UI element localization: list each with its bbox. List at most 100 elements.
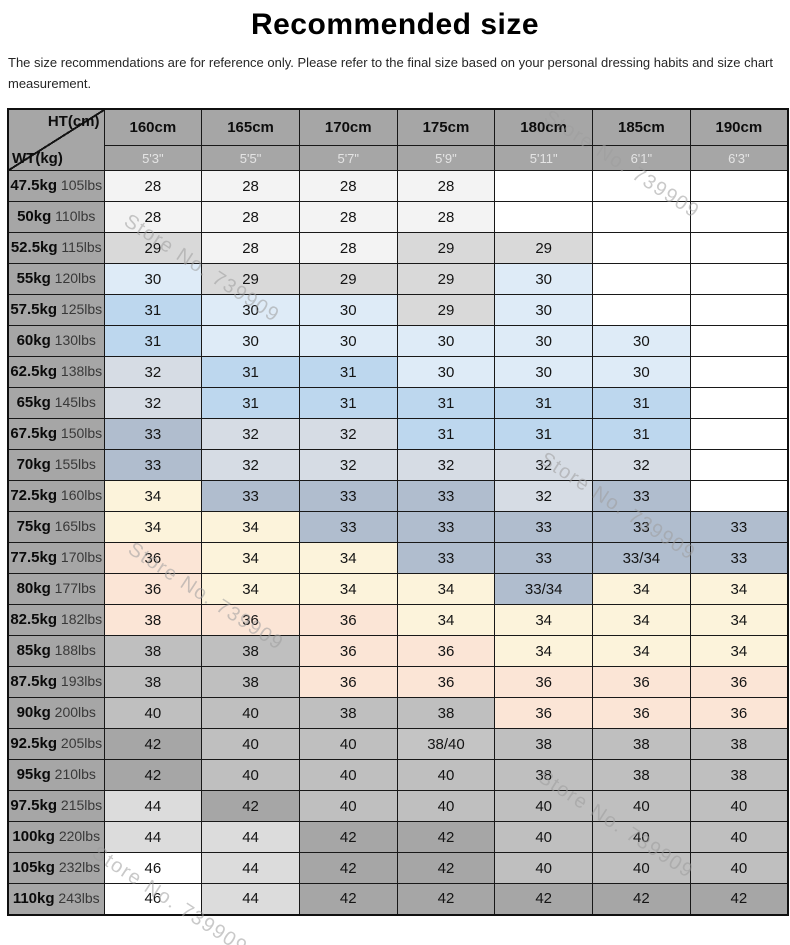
size-cell [592, 232, 691, 265]
size-cell: 46 [103, 852, 203, 885]
size-cell: 30 [201, 325, 300, 358]
size-cell: 40 [396, 790, 496, 823]
size-cell: 33 [396, 480, 496, 513]
size-cell: 40 [396, 759, 496, 792]
size-cell [494, 170, 594, 203]
weight-label: 57.5kg 125lbs [7, 294, 105, 327]
size-cell: 36 [396, 635, 496, 668]
height-subheader-6: 6'3" [689, 145, 789, 172]
size-cell: 38 [298, 697, 398, 730]
table-row: 52.5kg 115lbs 29 28 28 29 29 [7, 232, 789, 265]
size-cell: 38/40 [396, 728, 496, 761]
weight-label: 85kg 188lbs [7, 635, 105, 668]
size-cell: 29 [396, 263, 496, 296]
size-cell: 32 [298, 449, 398, 482]
size-cell: 32 [201, 449, 300, 482]
weight-label: 92.5kg 205lbs [7, 728, 105, 761]
disclaimer-text: The size recommendations are for referen… [8, 55, 774, 91]
size-chart-table: HT(cm) WT(kg) 160cm 165cm 170cm 175cm 180cm 1… [7, 107, 789, 916]
size-cell: 29 [396, 232, 496, 265]
size-cell [689, 387, 789, 420]
size-cell: 28 [103, 201, 203, 234]
size-cell: 34 [298, 573, 398, 606]
size-cell: 36 [396, 666, 496, 699]
size-cell: 30 [494, 294, 594, 327]
size-cell: 44 [201, 883, 300, 916]
size-cell: 38 [103, 635, 203, 668]
weight-label: 47.5kg 105lbs [7, 170, 105, 203]
size-cell: 34 [201, 511, 300, 544]
size-cell [689, 201, 789, 234]
size-cell: 36 [298, 604, 398, 637]
table-row: 100kg 220lbs 44 44 42 42 40 40 40 [7, 821, 789, 854]
size-cell: 40 [689, 821, 789, 854]
size-cell: 36 [201, 604, 300, 637]
table-row: 70kg 155lbs 33 32 32 32 32 32 [7, 449, 789, 482]
size-cell: 40 [592, 790, 691, 823]
weight-label: 67.5kg 150lbs [7, 418, 105, 451]
size-cell: 28 [201, 232, 300, 265]
size-cell: 31 [592, 387, 691, 420]
height-subheader-4: 5'11" [494, 145, 594, 172]
weight-label: 65kg 145lbs [7, 387, 105, 420]
size-cell: 42 [103, 728, 203, 761]
table-row: 85kg 188lbs 38 38 36 36 34 34 34 [7, 635, 789, 668]
size-cell: 33 [494, 511, 594, 544]
size-cell: 34 [103, 511, 203, 544]
size-cell: 40 [494, 821, 594, 854]
size-cell: 40 [689, 852, 789, 885]
height-subheader-3: 5'9" [396, 145, 496, 172]
size-cell: 38 [201, 635, 300, 668]
size-cell: 30 [103, 263, 203, 296]
size-cell: 30 [298, 325, 398, 358]
size-cell: 34 [201, 573, 300, 606]
height-header-180cm: 180cm [494, 108, 594, 147]
size-cell [592, 294, 691, 327]
height-subheader-2: 5'7" [298, 145, 398, 172]
table-row: 77.5kg 170lbs 36 34 34 33 33 33/34 33 [7, 542, 789, 575]
size-cell: 34 [494, 604, 594, 637]
size-cell: 36 [592, 697, 691, 730]
size-cell: 36 [689, 666, 789, 699]
height-subheader-5: 6'1" [592, 145, 691, 172]
weight-label: 77.5kg 170lbs [7, 542, 105, 575]
table-row: 62.5kg 138lbs 32 31 31 30 30 30 [7, 356, 789, 389]
size-cell: 40 [201, 728, 300, 761]
size-cell: 36 [494, 697, 594, 730]
weight-axis-label: WT(kg) [12, 150, 63, 168]
size-cell: 34 [396, 573, 496, 606]
size-cell: 40 [592, 821, 691, 854]
size-cell [689, 480, 789, 513]
size-cell: 42 [396, 883, 496, 916]
table-row: 105kg 232lbs 46 44 42 42 40 40 40 [7, 852, 789, 885]
page-title: Recommended size [250, 8, 540, 41]
table-row: 110kg 243lbs 46 44 42 42 42 42 42 [7, 883, 789, 916]
height-header-185cm: 185cm [592, 108, 691, 147]
size-cell: 31 [201, 356, 300, 389]
weight-label: 110kg 243lbs [7, 883, 105, 916]
size-cell: 40 [298, 728, 398, 761]
height-header-190cm: 190cm [689, 108, 789, 147]
size-cell: 38 [201, 666, 300, 699]
table-row: 67.5kg 150lbs 33 32 32 31 31 31 [7, 418, 789, 451]
size-cell: 33/34 [494, 573, 594, 606]
size-cell: 42 [103, 759, 203, 792]
size-cell: 38 [494, 728, 594, 761]
size-cell: 34 [201, 542, 300, 575]
size-cell: 33 [103, 418, 203, 451]
size-cell [689, 232, 789, 265]
size-cell: 32 [592, 449, 691, 482]
size-cell: 38 [103, 666, 203, 699]
size-cell: 40 [298, 759, 398, 792]
table-header: HT(cm) WT(kg) 160cm 165cm 170cm 175cm 180cm 1… [7, 108, 789, 172]
size-cell: 34 [689, 604, 789, 637]
size-cell: 29 [494, 232, 594, 265]
size-cell: 28 [298, 232, 398, 265]
size-cell: 28 [396, 201, 496, 234]
height-cm-row: HT(cm) WT(kg) 160cm 165cm 170cm 175cm 180cm 1… [7, 108, 789, 172]
size-cell: 28 [201, 201, 300, 234]
size-cell: 31 [103, 294, 203, 327]
size-cell: 31 [103, 325, 203, 358]
size-cell: 36 [103, 542, 203, 575]
size-cell: 44 [103, 790, 203, 823]
